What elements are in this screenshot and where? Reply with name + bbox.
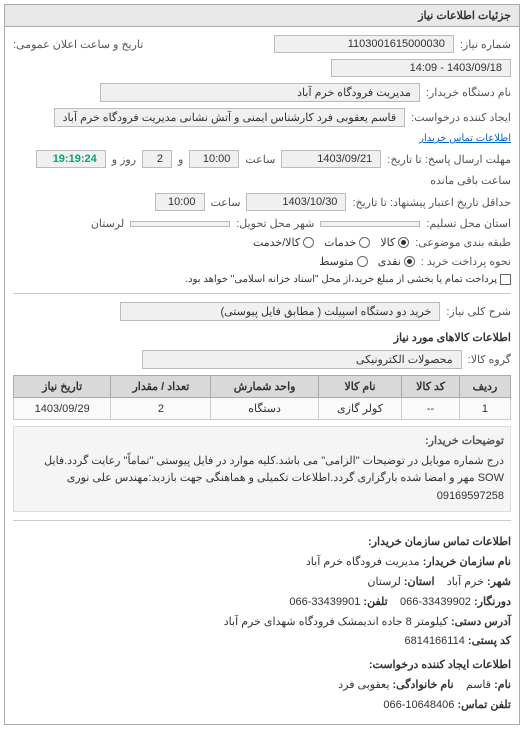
- fc-city-label: شهر:: [487, 576, 511, 588]
- notes-label: توضیحات خریدار:: [425, 433, 504, 451]
- lname-value: یعقوبی فرد: [338, 679, 389, 691]
- days-value: 2: [142, 150, 172, 168]
- radio-khadamat-label: خدمات: [324, 236, 356, 249]
- radio-naqdi-label: نقدی: [378, 255, 401, 268]
- city-value: [130, 221, 230, 227]
- addr-label: آدرس دستی:: [451, 616, 511, 628]
- radio-icon: [357, 256, 368, 267]
- state-value: [320, 221, 420, 227]
- org-label: نام سازمان خریدار:: [423, 556, 511, 568]
- tel-value: 10648406-066: [383, 699, 454, 711]
- table-cell: 1403/09/29: [14, 398, 111, 420]
- radio-kala[interactable]: کالا: [380, 236, 409, 249]
- fax-label: دورنگار:: [474, 596, 511, 608]
- delivery-from-label: حداقل تاریخ اعتبار پیشنهاد: تا تاریخ:: [352, 196, 511, 209]
- table-cell: دستگاه: [211, 398, 318, 420]
- state-label: استان محل تسلیم:: [426, 217, 511, 230]
- radio-icon: [398, 237, 409, 248]
- deadline-date: 1403/09/21: [281, 150, 381, 168]
- checkbox-icon: [500, 274, 511, 285]
- days-label: روز و: [112, 153, 136, 166]
- lname-label: نام خانوادگی:: [392, 679, 453, 691]
- radio-kala-khadamat[interactable]: کالا/خدمت: [253, 236, 314, 249]
- city-label: شهر محل تحویل:: [236, 217, 314, 230]
- table-header: نام کالا: [318, 376, 401, 398]
- name-value: قاسم: [466, 679, 491, 691]
- org-value: مدیریت فرودگاه خرم آباد: [306, 556, 420, 568]
- creator-label: ایجاد کننده درخواست:: [411, 111, 511, 124]
- group-value: محصولات الکترونیکی: [142, 350, 462, 369]
- fc-province: لرستان: [367, 576, 400, 588]
- table-cell: 2: [111, 398, 211, 420]
- items-table: ردیفکد کالانام کالاواحد شمارشتعداد / مقد…: [13, 375, 511, 420]
- category-radio-group: کالا خدمات کالا/خدمت: [253, 236, 409, 249]
- req-no-label: شماره نیاز:: [460, 38, 511, 51]
- items-section-title: اطلاعات کالاهای مورد نیاز: [13, 331, 511, 344]
- deadline-from-label: مهلت ارسال پاسخ: تا تاریخ:: [387, 153, 511, 166]
- announce-label: تاریخ و ساعت اعلان عمومی:: [13, 38, 143, 51]
- announce-value: 1403/09/18 - 14:09: [331, 59, 511, 77]
- table-header: تاریخ نیاز: [14, 376, 111, 398]
- notes-text: درج شماره موبایل در توضیحات "الزامی" می …: [20, 453, 504, 506]
- req-creator-title: اطلاعات ایجاد کننده درخواست:: [13, 656, 511, 676]
- radio-khadamat[interactable]: خدمات: [324, 236, 370, 249]
- radio-naqdi[interactable]: نقدی: [378, 255, 415, 268]
- post-label: کد پستی:: [468, 635, 511, 647]
- time-label2: ساعت: [211, 196, 241, 209]
- deadline-time: 10:00: [189, 150, 239, 168]
- fc-province-label: استان:: [404, 576, 435, 588]
- delivery-time: 10:00: [155, 193, 205, 211]
- fc-city: خرم آباد: [447, 576, 484, 588]
- and-label: و: [178, 153, 183, 166]
- remain-time: 19:19:24: [36, 150, 106, 168]
- tel-label: تلفن تماس:: [457, 699, 511, 711]
- req-no-value: 1103001615000030: [274, 35, 454, 53]
- lorestan-label: لرستان: [91, 217, 124, 230]
- buyer-label: نام دستگاه خریدار:: [426, 86, 511, 99]
- radio-icon: [404, 256, 415, 267]
- table-header: کد کالا: [402, 376, 460, 398]
- category-label: طبقه بندی موضوعی:: [415, 236, 511, 249]
- remain-label: ساعت باقی مانده: [430, 174, 511, 187]
- name-label: نام:: [494, 679, 511, 691]
- radio-icon: [303, 237, 314, 248]
- time-label: ساعت: [245, 153, 275, 166]
- payment-checkbox[interactable]: پرداخت تمام یا بخشی از مبلغ خرید،از محل …: [185, 274, 511, 285]
- buyer-value: مدیریت فرودگاه خرم آباد: [100, 83, 420, 102]
- radio-etebari[interactable]: متوسط: [319, 255, 368, 268]
- payment-label: نحوه پرداخت خرید :: [421, 255, 511, 268]
- payment-note: پرداخت تمام یا بخشی از مبلغ خرید،از محل …: [185, 274, 497, 285]
- table-row: 1--کولر گازیدستگاه21403/09/29: [14, 398, 511, 420]
- table-header: تعداد / مقدار: [111, 376, 211, 398]
- table-header: واحد شمارش: [211, 376, 318, 398]
- table-cell: کولر گازی: [318, 398, 401, 420]
- post-value: 6814166114: [404, 635, 464, 647]
- fax-value: 33439902-066: [400, 596, 471, 608]
- radio-icon: [359, 237, 370, 248]
- radio-kk-label: کالا/خدمت: [253, 236, 300, 249]
- contact-title: اطلاعات تماس سازمان خریدار:: [13, 533, 511, 553]
- radio-kala-label: کالا: [380, 236, 395, 249]
- creator-value: قاسم یعقوبی فرد کارشناس ایمنی و آتش نشان…: [54, 108, 406, 127]
- panel-title: جزئیات اطلاعات نیاز: [5, 5, 519, 27]
- phone-value: 33439901-066: [289, 596, 360, 608]
- contact-link[interactable]: اطلاعات تماس خریدار: [419, 133, 511, 144]
- delivery-date: 1403/10/30: [246, 193, 346, 211]
- table-cell: --: [402, 398, 460, 420]
- table-header: ردیف: [459, 376, 510, 398]
- table-cell: 1: [459, 398, 510, 420]
- phone-label: تلفن:: [363, 596, 387, 608]
- radio-etebari-label: متوسط: [319, 255, 354, 268]
- payment-radio-group: نقدی متوسط: [319, 255, 415, 268]
- addr-value: کیلومتر 8 جاده اندیمشک فرودگاه شهدای خرم…: [224, 616, 448, 628]
- desc-label: شرح کلی نیاز:: [446, 305, 511, 318]
- group-label: گروه کالا:: [468, 353, 511, 366]
- desc-value: خرید دو دستگاه اسپیلت ( مطابق فایل پیوست…: [120, 302, 440, 321]
